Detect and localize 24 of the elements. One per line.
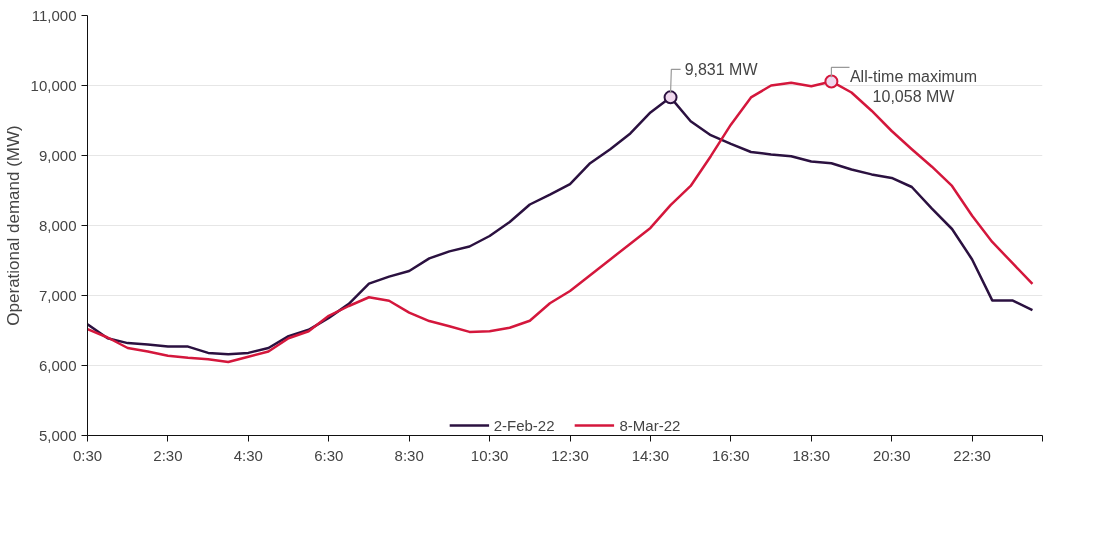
x-tick-label: 16:30 <box>712 446 750 464</box>
annotation: 9,831 MW <box>684 60 759 78</box>
x-tick-label: 14:30 <box>631 446 670 464</box>
annotation: All-time maximum 10,058 MW <box>849 68 978 106</box>
x-tick-label: 0:30 <box>72 446 103 464</box>
y-tick-label: 10,000 <box>30 76 77 94</box>
y-tick-label: 5,000 <box>38 426 77 444</box>
x-tick-label: 8:30 <box>394 446 424 464</box>
x-tick-label: 2:30 <box>153 446 183 464</box>
x-tick-label: 6:30 <box>314 446 344 464</box>
legend-label: 8-Mar-22 <box>619 416 681 434</box>
y-tick-label: 8,000 <box>38 216 77 234</box>
y-axis-title: Operational demand (MW) <box>3 125 23 326</box>
legend-label: 2-Feb-22 <box>493 416 555 434</box>
y-tick-label: 11,000 <box>31 6 77 24</box>
x-tick-label: 22:30 <box>953 446 991 464</box>
y-tick-label: 7,000 <box>38 286 77 304</box>
y-tick-label: 6,000 <box>38 356 77 374</box>
x-tick-label: 12:30 <box>551 446 589 464</box>
y-tick-label: 9,000 <box>38 146 77 164</box>
x-tick-label: 18:30 <box>792 446 831 464</box>
x-tick-label: 20:30 <box>872 446 911 464</box>
x-tick-label: 10:30 <box>470 446 509 464</box>
x-tick-label: 4:30 <box>233 446 263 464</box>
